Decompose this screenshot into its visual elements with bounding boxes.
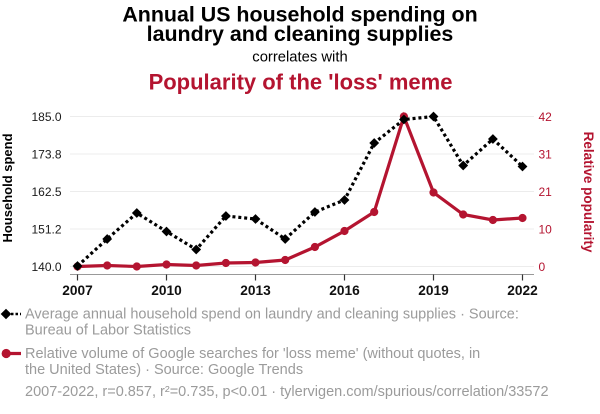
svg-text:2010: 2010 <box>151 283 182 298</box>
svg-text:Household spend: Household spend <box>0 133 15 242</box>
svg-text:140.0: 140.0 <box>31 260 61 274</box>
svg-text:2016: 2016 <box>329 283 360 298</box>
svg-text:185.0: 185.0 <box>31 110 61 124</box>
svg-text:10: 10 <box>539 222 553 236</box>
svg-text:31: 31 <box>539 147 553 161</box>
svg-text:laundry and cleaning supplies: laundry and cleaning supplies <box>147 22 454 46</box>
svg-text:Relative volume of Google sear: Relative volume of Google searches for '… <box>25 346 480 362</box>
svg-text:151.2: 151.2 <box>31 222 61 236</box>
svg-text:correlates with: correlates with <box>252 50 347 66</box>
svg-text:2007-2022, r=0.857, r²=0.735,: 2007-2022, r=0.857, r²=0.735, p<0.01 · t… <box>25 384 549 400</box>
svg-text:0: 0 <box>539 260 546 274</box>
svg-text:173.8: 173.8 <box>31 147 61 161</box>
svg-text:Annual US household spending o: Annual US household spending on <box>122 3 477 27</box>
svg-text:2007: 2007 <box>62 283 93 298</box>
svg-text:42: 42 <box>539 110 553 124</box>
svg-text:the United States) · Source: G: the United States) · Source: Google Tren… <box>25 362 303 378</box>
svg-text:162.5: 162.5 <box>31 185 61 199</box>
svg-text:2019: 2019 <box>418 283 449 298</box>
svg-text:Relative popularity: Relative popularity <box>581 132 596 253</box>
svg-text:Popularity of the 'loss' meme: Popularity of the 'loss' meme <box>149 70 453 95</box>
svg-text:Bureau of Labor Statistics: Bureau of Labor Statistics <box>25 323 191 339</box>
svg-text:2013: 2013 <box>240 283 271 298</box>
svg-text:Average annual household spend: Average annual household spend on laundr… <box>25 307 519 323</box>
svg-text:2022: 2022 <box>507 283 538 298</box>
svg-text:21: 21 <box>539 185 553 199</box>
